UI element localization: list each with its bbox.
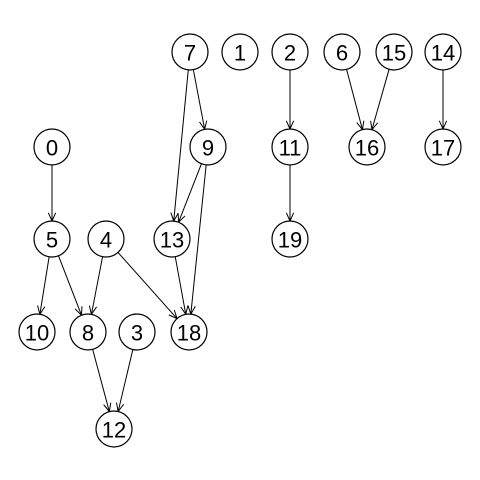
node-label: 9 xyxy=(202,136,214,161)
node-circle xyxy=(153,220,191,258)
node-5: 5 xyxy=(33,220,71,258)
node-circle xyxy=(87,220,125,258)
node-circle xyxy=(424,33,462,71)
edge-5-to-10 xyxy=(37,256,50,316)
node-4: 4 xyxy=(87,220,125,258)
node-7: 7 xyxy=(171,33,209,71)
node-label: 12 xyxy=(102,418,126,443)
edge-8-to-12 xyxy=(92,349,112,413)
node-label: 1 xyxy=(234,41,246,66)
edge-15-to-16 xyxy=(370,69,390,131)
edge-7-to-13 xyxy=(170,69,189,223)
node-circle xyxy=(171,33,209,71)
node-circle xyxy=(271,220,309,258)
node-circle xyxy=(118,313,156,351)
node-15: 15 xyxy=(375,33,413,71)
node-circle xyxy=(221,33,259,71)
node-label: 11 xyxy=(279,136,302,161)
node-19: 19 xyxy=(271,220,309,258)
node-12: 12 xyxy=(95,410,133,448)
node-2: 2 xyxy=(271,33,309,71)
node-circle xyxy=(33,128,71,166)
edge-7-to-9 xyxy=(192,69,208,131)
node-14: 14 xyxy=(424,33,462,71)
node-label: 14 xyxy=(431,41,455,66)
node-8: 8 xyxy=(69,313,107,351)
node-10: 10 xyxy=(18,313,56,351)
node-label: 16 xyxy=(355,136,379,161)
node-circle xyxy=(69,313,107,351)
edge-5-to-8 xyxy=(58,255,83,317)
edge-4-to-18 xyxy=(117,252,178,320)
node-1: 1 xyxy=(221,33,259,71)
edge-6-to-16 xyxy=(346,69,365,131)
node-circle xyxy=(323,33,361,71)
edge-0-to-5 xyxy=(47,165,57,223)
node-label: 0 xyxy=(46,136,58,161)
edge-11-to-19 xyxy=(285,165,295,223)
node-circle xyxy=(33,220,71,258)
node-circle xyxy=(271,128,309,166)
node-label: 13 xyxy=(160,228,184,253)
node-13: 13 xyxy=(153,220,191,258)
node-6: 6 xyxy=(323,33,361,71)
edges-layer xyxy=(37,69,448,413)
node-17: 17 xyxy=(424,128,462,166)
node-16: 16 xyxy=(348,128,386,166)
node-9: 9 xyxy=(189,128,227,166)
node-label: 6 xyxy=(336,41,348,66)
edge-14-to-17 xyxy=(438,70,448,131)
node-0: 0 xyxy=(33,128,71,166)
node-circle xyxy=(189,128,227,166)
node-label: 8 xyxy=(82,321,94,346)
node-18: 18 xyxy=(170,313,208,351)
node-circle xyxy=(18,313,56,351)
node-circle xyxy=(271,33,309,71)
edge-4-to-8 xyxy=(88,256,104,316)
node-label: 15 xyxy=(382,41,406,66)
node-11: 11 xyxy=(271,128,309,166)
edge-2-to-11 xyxy=(285,70,295,131)
edge-3-to-12 xyxy=(115,349,134,413)
node-label: 4 xyxy=(100,228,112,253)
node-label: 19 xyxy=(278,228,302,253)
edge-9-to-18 xyxy=(187,164,207,316)
edge-13-to-18 xyxy=(174,256,189,316)
node-label: 2 xyxy=(284,41,296,66)
node-label: 10 xyxy=(25,321,49,346)
node-3: 3 xyxy=(118,313,156,351)
node-circle xyxy=(375,33,413,71)
node-label: 3 xyxy=(131,321,143,346)
node-circle xyxy=(424,128,462,166)
node-circle xyxy=(95,410,133,448)
node-label: 18 xyxy=(177,321,201,346)
node-label: 17 xyxy=(431,136,455,161)
node-circle xyxy=(170,313,208,351)
node-circle xyxy=(348,128,386,166)
edge-9-to-13 xyxy=(177,163,202,224)
node-label: 5 xyxy=(46,228,58,253)
node-label: 7 xyxy=(184,41,196,66)
